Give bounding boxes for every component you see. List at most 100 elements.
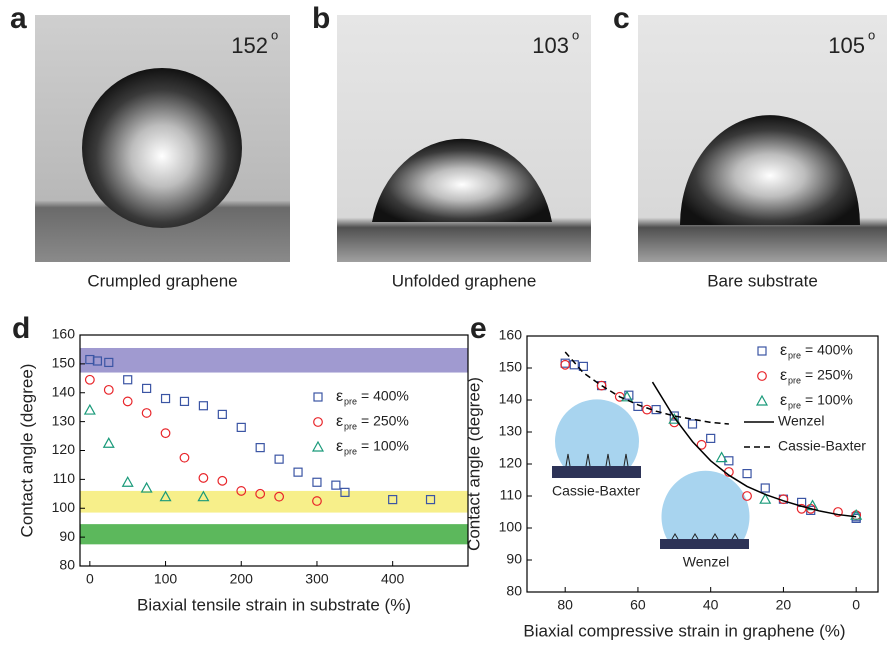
y-tick-label: 150 bbox=[499, 359, 523, 375]
angle-value: 105 bbox=[828, 33, 865, 58]
x-tick-label: 400 bbox=[381, 571, 405, 587]
caption: Crumpled graphene bbox=[87, 271, 237, 290]
x-tick-label: 0 bbox=[86, 571, 94, 587]
marker-square bbox=[706, 433, 716, 443]
marker-circle bbox=[122, 396, 133, 407]
inset-cassie bbox=[552, 399, 641, 478]
y-tick-label: 100 bbox=[499, 519, 523, 535]
marker-square bbox=[274, 454, 284, 464]
legend-label: = 250% bbox=[805, 367, 853, 383]
inset-label: Cassie-Baxter bbox=[552, 483, 640, 499]
marker-circle bbox=[757, 371, 767, 381]
y-tick-label: 120 bbox=[499, 455, 523, 471]
marker-square bbox=[687, 419, 698, 429]
marker-circle bbox=[84, 374, 95, 385]
legend-symbol: ε bbox=[336, 438, 343, 455]
y-tick-label: 110 bbox=[53, 470, 76, 486]
y-tick-label: 150 bbox=[52, 355, 76, 371]
x-axis-label: Biaxial compressive strain in graphene (… bbox=[523, 621, 845, 640]
band bbox=[80, 490, 468, 513]
legend-label: = 100% bbox=[361, 438, 409, 454]
legend-label: = 400% bbox=[361, 388, 409, 404]
legend-symbol: ε bbox=[336, 413, 343, 430]
marker-square bbox=[255, 443, 265, 453]
angle-degree: o bbox=[271, 27, 278, 42]
marker-triangle bbox=[197, 490, 210, 502]
legend-subscript: pre bbox=[344, 396, 357, 406]
marker-triangle bbox=[102, 437, 115, 448]
marker-square bbox=[331, 480, 341, 490]
y-axis-label: Contact angle (degree) bbox=[17, 364, 36, 538]
caption: Unfolded graphene bbox=[392, 271, 537, 290]
y-tick-label: 80 bbox=[506, 583, 522, 599]
panel-label: d bbox=[12, 312, 30, 345]
y-tick-label: 80 bbox=[59, 557, 75, 573]
marker-square bbox=[198, 401, 209, 411]
marker-circle bbox=[596, 380, 607, 391]
angle-value: 103 bbox=[532, 33, 569, 58]
marker-circle bbox=[696, 439, 707, 450]
marker-square bbox=[312, 477, 322, 487]
marker-square bbox=[179, 396, 190, 407]
band bbox=[80, 347, 468, 373]
legend-subscript: pre bbox=[788, 400, 801, 410]
marker-triangle bbox=[621, 390, 634, 402]
legend-symbol: ε bbox=[336, 388, 343, 405]
marker-circle bbox=[833, 507, 843, 517]
marker-square bbox=[123, 375, 133, 385]
marker-square bbox=[236, 422, 246, 432]
marker-triangle bbox=[668, 412, 681, 424]
marker-square bbox=[340, 487, 350, 497]
x-tick-label: 200 bbox=[230, 571, 254, 587]
y-tick-label: 90 bbox=[59, 528, 75, 544]
marker-square bbox=[293, 467, 303, 477]
marker-triangle bbox=[140, 481, 153, 493]
marker-triangle bbox=[83, 403, 96, 415]
marker-triangle bbox=[850, 508, 863, 520]
panel-label: c bbox=[613, 2, 630, 35]
marker-triangle bbox=[759, 492, 772, 504]
marker-circle bbox=[103, 384, 114, 395]
y-tick-label: 140 bbox=[499, 391, 523, 407]
legend-symbol: ε bbox=[780, 392, 787, 409]
marker-triangle bbox=[755, 394, 769, 406]
marker-circle bbox=[274, 491, 285, 502]
marker-circle bbox=[312, 496, 322, 506]
x-tick-label: 20 bbox=[776, 597, 792, 613]
marker-square bbox=[569, 360, 579, 370]
marker-square bbox=[651, 405, 661, 415]
legend-label: = 400% bbox=[805, 342, 853, 358]
photo-c bbox=[638, 15, 887, 262]
marker-square bbox=[760, 483, 770, 493]
marker-circle bbox=[560, 359, 571, 370]
legend-symbol: ε bbox=[780, 342, 787, 359]
x-tick-label: 40 bbox=[703, 597, 719, 613]
marker-circle bbox=[236, 486, 247, 496]
marker-square bbox=[92, 356, 103, 366]
marker-triangle bbox=[121, 476, 134, 487]
y-tick-label: 100 bbox=[52, 499, 76, 515]
marker-square bbox=[742, 469, 752, 479]
marker-circle bbox=[255, 488, 266, 499]
marker-triangle bbox=[159, 490, 172, 502]
x-tick-label: 100 bbox=[154, 571, 178, 587]
x-axis-label: Biaxial tensile strain in substrate (%) bbox=[137, 595, 411, 614]
band bbox=[80, 524, 468, 545]
x-tick-label: 60 bbox=[630, 597, 646, 613]
fit-curve bbox=[651, 381, 857, 518]
legend-symbol: ε bbox=[780, 367, 787, 384]
photo-b bbox=[337, 15, 591, 262]
x-tick-label: 300 bbox=[305, 571, 329, 587]
angle-degree: o bbox=[572, 27, 579, 42]
marker-triangle bbox=[311, 440, 325, 452]
photo-a bbox=[35, 15, 290, 262]
legend-label: Cassie-Baxter bbox=[778, 438, 866, 454]
angle-value: 152 bbox=[231, 33, 268, 58]
x-tick-label: 80 bbox=[557, 597, 573, 613]
marker-square bbox=[160, 393, 171, 404]
y-tick-label: 140 bbox=[52, 383, 76, 399]
y-tick-label: 130 bbox=[52, 412, 76, 428]
marker-circle bbox=[141, 408, 152, 418]
inset-label: Wenzel bbox=[683, 554, 729, 570]
